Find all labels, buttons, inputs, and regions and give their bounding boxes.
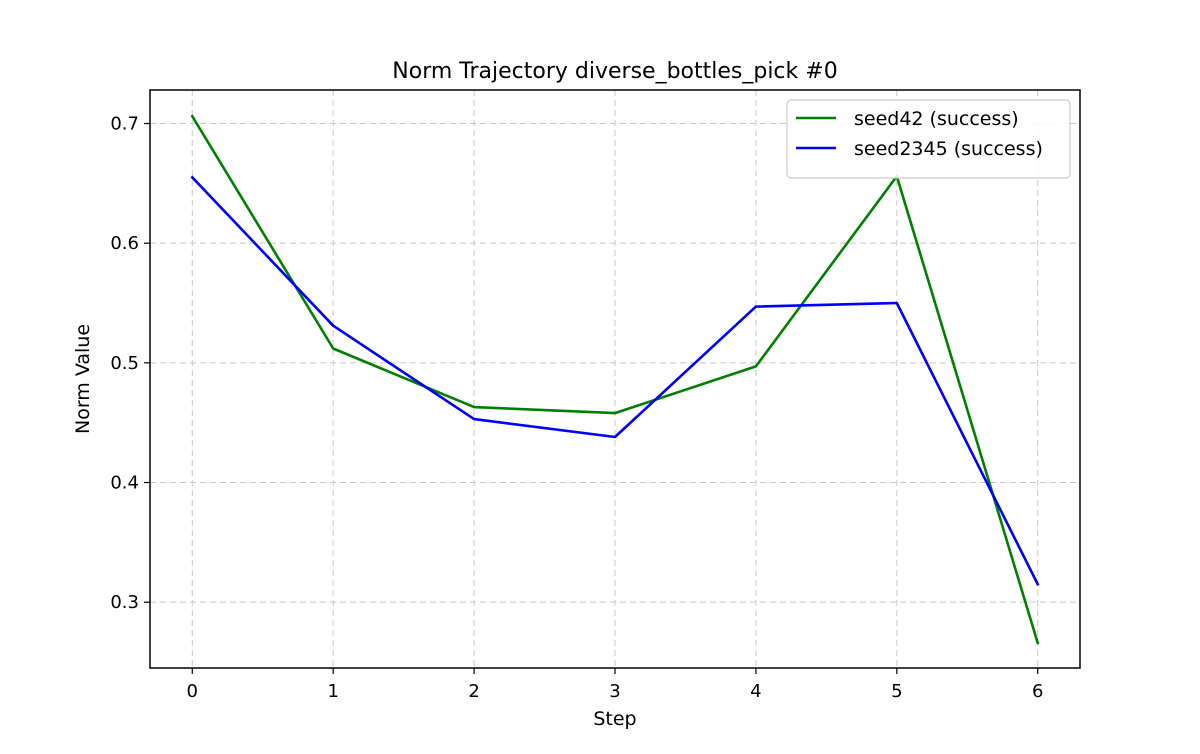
legend: seed42 (success) seed2345 (success) xyxy=(786,99,1071,179)
x-tick-label: 4 xyxy=(750,681,761,702)
y-tick-label: 0.5 xyxy=(110,353,139,374)
x-tick-label: 3 xyxy=(609,681,620,702)
x-tick-label: 2 xyxy=(468,681,479,702)
y-tick-label: 0.7 xyxy=(110,114,139,135)
y-tick-label: 0.6 xyxy=(110,233,139,254)
chart-title: Norm Trajectory diverse_bottles_pick #0 xyxy=(392,59,837,84)
legend-label: seed42 (success) xyxy=(854,108,1019,130)
x-tick-label: 6 xyxy=(1032,681,1043,702)
y-tick-label: 0.4 xyxy=(110,473,139,494)
y-axis-label: Norm Value xyxy=(72,324,94,434)
series-line xyxy=(190,175,1040,586)
x-tick-label: 1 xyxy=(327,681,338,702)
x-tick-label: 0 xyxy=(187,681,198,702)
legend-box xyxy=(786,99,1071,179)
x-tick-label: 5 xyxy=(891,681,902,702)
legend-label: seed2345 (success) xyxy=(854,138,1043,160)
axis-ticks: 0 1 2 3 4 5 6 0.3 0.4 0.5 0.6 0.7 xyxy=(110,114,1043,702)
x-axis-label: Step xyxy=(593,708,636,730)
y-tick-label: 0.3 xyxy=(110,592,139,613)
